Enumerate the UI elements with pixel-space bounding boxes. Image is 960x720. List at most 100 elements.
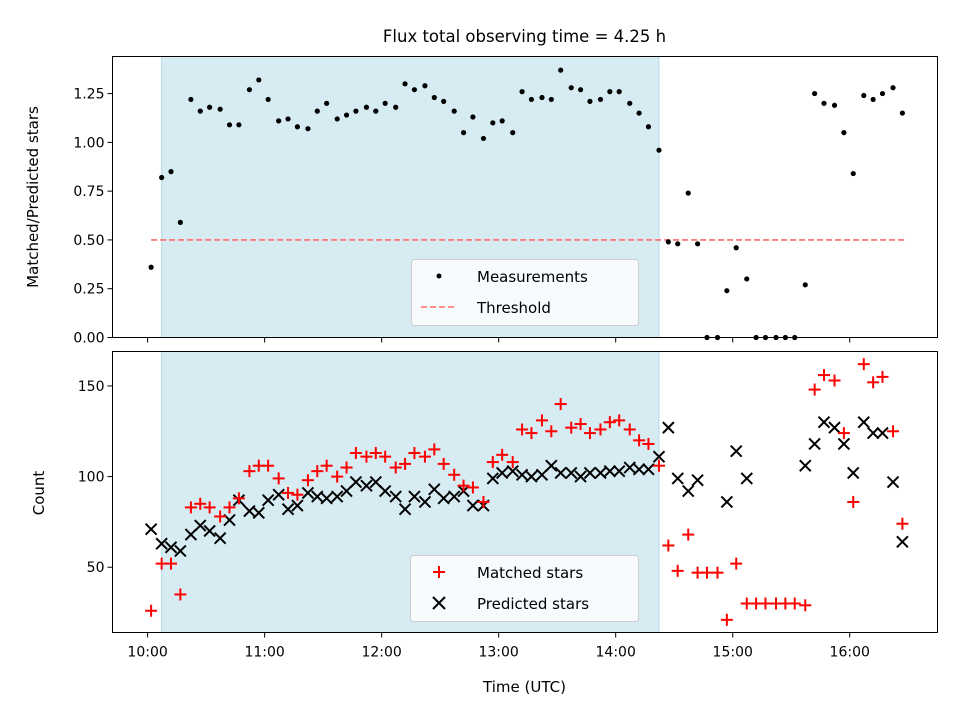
matched-point	[174, 588, 187, 601]
measurement-point	[744, 276, 750, 282]
measurement-point	[528, 96, 535, 103]
measurement-point	[539, 94, 545, 101]
matched-point	[700, 566, 713, 579]
matched-point	[759, 597, 772, 610]
measurement-point	[402, 81, 408, 87]
measurement-point	[431, 94, 437, 101]
matched-point	[565, 421, 578, 434]
predicted-point	[320, 492, 333, 505]
matched-point	[574, 418, 587, 431]
predicted-point	[291, 499, 304, 512]
measurement-point	[695, 241, 701, 247]
measurement-point	[470, 114, 476, 120]
matched-point	[711, 566, 724, 579]
matched-point	[232, 492, 245, 505]
legend-predicted-label: Predicted stars	[477, 595, 589, 613]
matched-point	[194, 497, 207, 510]
matched-point	[477, 495, 490, 508]
measurement-point	[177, 219, 183, 225]
predicted-point	[272, 488, 285, 501]
measurement-point	[861, 92, 867, 99]
matched-point	[486, 456, 499, 469]
bottom-ytick-label: 150	[78, 379, 105, 395]
measurement-point	[197, 108, 203, 114]
predicted-point	[437, 492, 450, 505]
legend-measurements-label: Measurements	[477, 268, 588, 286]
matched-point	[730, 557, 743, 570]
top-ytick-label: 1.25	[73, 87, 104, 103]
measurement-point	[256, 77, 262, 83]
predicted-point	[886, 475, 900, 489]
predicted-point	[398, 503, 412, 516]
predicted-point	[682, 484, 695, 498]
top-ytick-label: 0.00	[73, 331, 104, 347]
measurement-point	[548, 96, 554, 103]
bottom-xtick-label: 13:00	[478, 645, 518, 661]
matched-point	[282, 486, 295, 499]
measurement-point	[236, 122, 242, 128]
matched-point	[506, 456, 519, 469]
predicted-point	[506, 464, 519, 478]
matched-point	[301, 474, 314, 487]
matched-point	[340, 461, 353, 474]
predicted-point	[652, 450, 666, 463]
matched-point	[272, 472, 285, 485]
matched-point	[223, 501, 236, 514]
top-panel: Flux total observing time = 4.25 h 0.00 0…	[24, 27, 938, 347]
predicted-point	[486, 472, 500, 485]
predicted-point	[525, 470, 538, 483]
measurement-point	[294, 124, 300, 130]
measurement-point	[597, 96, 604, 103]
matched-point	[535, 414, 548, 427]
predicted-point	[642, 463, 655, 476]
matched-point	[408, 447, 421, 460]
measurement-point	[568, 85, 574, 91]
measurement-point	[246, 87, 253, 93]
measurement-point	[558, 67, 564, 73]
measurement-point	[899, 110, 905, 116]
legend-threshold-label: Threshold	[476, 299, 551, 317]
top-ytick-label: 0.25	[73, 282, 104, 298]
predicted-point	[799, 459, 812, 472]
matched-point	[583, 427, 596, 440]
predicted-point	[428, 483, 441, 496]
measurement-point	[831, 102, 838, 108]
predicted-point	[311, 490, 324, 503]
predicted-point	[847, 466, 860, 480]
matched-point	[525, 427, 538, 440]
chart-title: Flux total observing time = 4.25 h	[383, 27, 666, 46]
matched-point	[203, 501, 216, 514]
predicted-point	[632, 463, 646, 476]
bottom-legend: Matched stars Predicted stars	[410, 555, 639, 622]
legend-matched-marker	[433, 566, 445, 578]
matched-point	[448, 468, 461, 481]
predicted-point	[691, 474, 704, 487]
matched-point	[349, 447, 362, 460]
measurement-point	[168, 169, 174, 175]
measurement-point	[159, 174, 165, 181]
bottom-ytick-label: 50	[87, 560, 105, 576]
predicted-point	[194, 519, 207, 532]
matched-point	[437, 457, 450, 470]
predicted-point	[808, 437, 821, 451]
matched-point	[594, 423, 607, 436]
measurement-point	[841, 130, 847, 136]
matched-point	[214, 510, 227, 523]
matched-point	[428, 443, 441, 456]
legend-matched-label: Matched stars	[477, 564, 583, 582]
predicted-point	[369, 475, 383, 489]
measurement-point	[890, 85, 896, 91]
matched-point	[817, 369, 830, 382]
bottom-xtick-label: 14:00	[596, 645, 636, 661]
bottom-axes-frame	[112, 351, 938, 633]
predicted-point	[418, 495, 432, 509]
measurement-point	[870, 96, 876, 103]
matched-point	[262, 459, 275, 472]
measurement-point	[207, 104, 213, 110]
predicted-point	[730, 445, 743, 458]
predicted-point	[261, 493, 275, 507]
matched-point	[682, 528, 695, 541]
matched-point	[720, 613, 733, 626]
measurement-point	[353, 108, 359, 114]
measurement-point	[490, 120, 496, 126]
